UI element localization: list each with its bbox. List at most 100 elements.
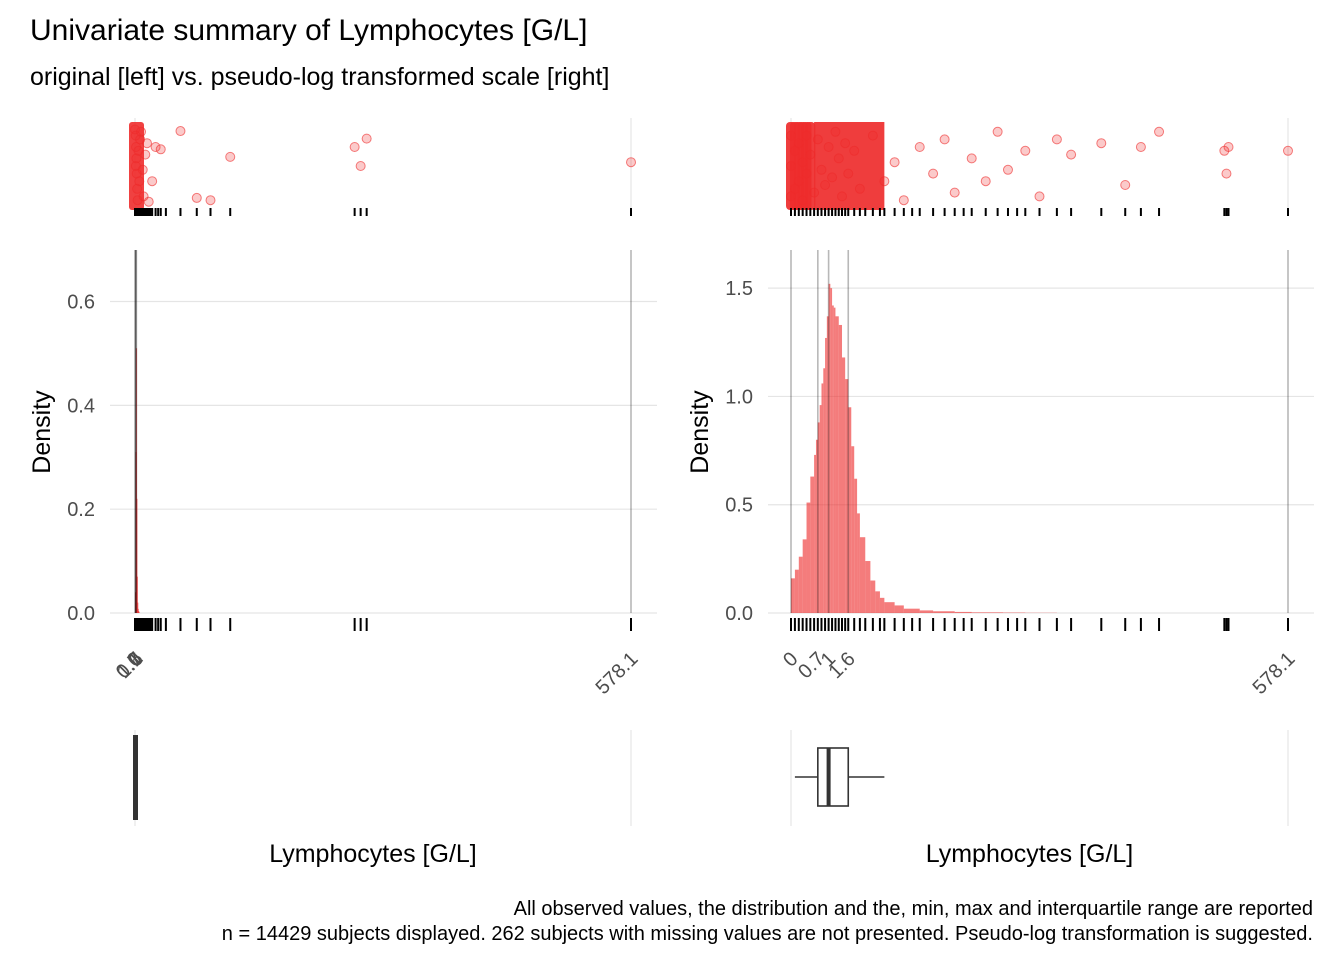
jitter-point <box>854 183 865 194</box>
jitter-point <box>914 142 925 152</box>
jitter-point <box>843 168 854 179</box>
jitter-point <box>823 142 834 152</box>
histogram-bar <box>826 316 829 613</box>
jitter-point <box>805 149 816 160</box>
histogram-bar <box>136 498 138 613</box>
histogram-bar <box>848 407 852 613</box>
histogram-bar <box>875 591 880 613</box>
jitter-point <box>136 126 147 137</box>
y-axis-title: Density <box>28 390 56 474</box>
jitter-point <box>134 176 145 187</box>
histogram-bar <box>838 324 843 613</box>
jitter-point <box>837 191 848 202</box>
histogram-bar <box>833 307 836 613</box>
jitter-point <box>175 126 186 137</box>
jitter-point <box>132 183 143 194</box>
histogram-bar <box>894 605 904 613</box>
jitter-point <box>820 180 831 190</box>
y-axis-title: Density <box>686 390 714 474</box>
histogram-bar <box>884 602 895 613</box>
jitter-point <box>155 144 166 155</box>
jitter-point <box>867 130 878 141</box>
jitter-point <box>928 168 939 179</box>
jitter-point <box>793 138 804 149</box>
histogram-bar <box>842 357 846 613</box>
jitter-point <box>361 133 372 144</box>
jitter-point <box>980 176 991 187</box>
jitter-point <box>797 195 808 206</box>
histogram-bar <box>136 576 138 613</box>
jitter-point <box>140 149 151 160</box>
histogram-bar <box>870 580 876 613</box>
histogram-bar <box>879 597 885 613</box>
jitter-point <box>816 164 827 175</box>
jitter-point <box>849 145 860 156</box>
jitter-point <box>797 157 808 168</box>
histogram-bar <box>865 561 871 613</box>
jitter-point <box>626 157 636 168</box>
jitter-point <box>1066 149 1077 160</box>
histogram-bar <box>819 405 822 613</box>
jitter-point <box>150 142 161 152</box>
jitter-point <box>830 126 841 137</box>
jitter-point <box>1034 191 1045 202</box>
jitter-strip <box>786 118 1293 216</box>
histogram-bar <box>821 383 824 613</box>
jitter-point <box>833 153 844 164</box>
jitter-point <box>349 142 360 152</box>
jitter-point <box>949 187 960 198</box>
histogram-bar <box>854 478 858 613</box>
jitter-strip <box>129 118 636 216</box>
jitter-point <box>147 176 158 187</box>
y-tick-label: 0.2 <box>67 499 95 521</box>
histogram-bar <box>835 316 839 613</box>
histogram-bar <box>825 337 827 613</box>
caption-line-2: n = 14429 subjects displayed. 262 subjec… <box>222 923 1313 945</box>
jitter-point <box>138 191 149 202</box>
histogram-bar <box>971 612 1003 613</box>
jitter-point <box>1221 168 1232 179</box>
jitter-point <box>143 196 154 207</box>
jitter-point <box>132 195 143 206</box>
jitter-point <box>966 153 977 164</box>
jitter-point <box>793 176 804 187</box>
jitter-point <box>1051 134 1062 145</box>
histogram-bar <box>806 502 811 613</box>
histogram-bar <box>815 439 818 613</box>
chart-subtitle: original [left] vs. pseudo-log transform… <box>30 63 609 91</box>
histogram-bar <box>919 610 934 613</box>
histogram-bar <box>798 556 803 613</box>
y-tick-label: 0.0 <box>67 603 95 625</box>
histogram-bar <box>845 379 849 613</box>
histogram-bar <box>138 611 140 613</box>
jitter-point <box>142 138 153 149</box>
jitter-point <box>840 138 851 149</box>
histogram-bar <box>859 537 866 613</box>
caption-line-1: All observed values, the distribution an… <box>514 898 1313 920</box>
boxplot-compressed <box>133 735 138 820</box>
jitter-point <box>355 161 366 171</box>
jitter-point <box>1002 164 1013 175</box>
jitter-point <box>786 161 796 171</box>
jitter-point <box>879 176 890 187</box>
jitter-point <box>225 151 236 162</box>
histogram-bar <box>851 446 855 613</box>
jitter-point <box>801 130 812 141</box>
histogram-bar <box>830 288 833 613</box>
jitter-point <box>786 130 796 141</box>
histogram-bar <box>933 611 955 613</box>
jitter-point <box>992 126 1003 137</box>
jitter-point <box>801 168 812 179</box>
histogram-bar <box>802 539 807 613</box>
histogram-bar <box>903 608 920 613</box>
histogram-bar <box>823 368 826 613</box>
jitter-point <box>131 153 142 164</box>
histogram-bar <box>137 602 139 613</box>
jitter-point <box>205 195 216 206</box>
histogram-bar <box>135 348 138 613</box>
jitter-point <box>939 134 950 145</box>
jitter-point <box>131 168 142 179</box>
